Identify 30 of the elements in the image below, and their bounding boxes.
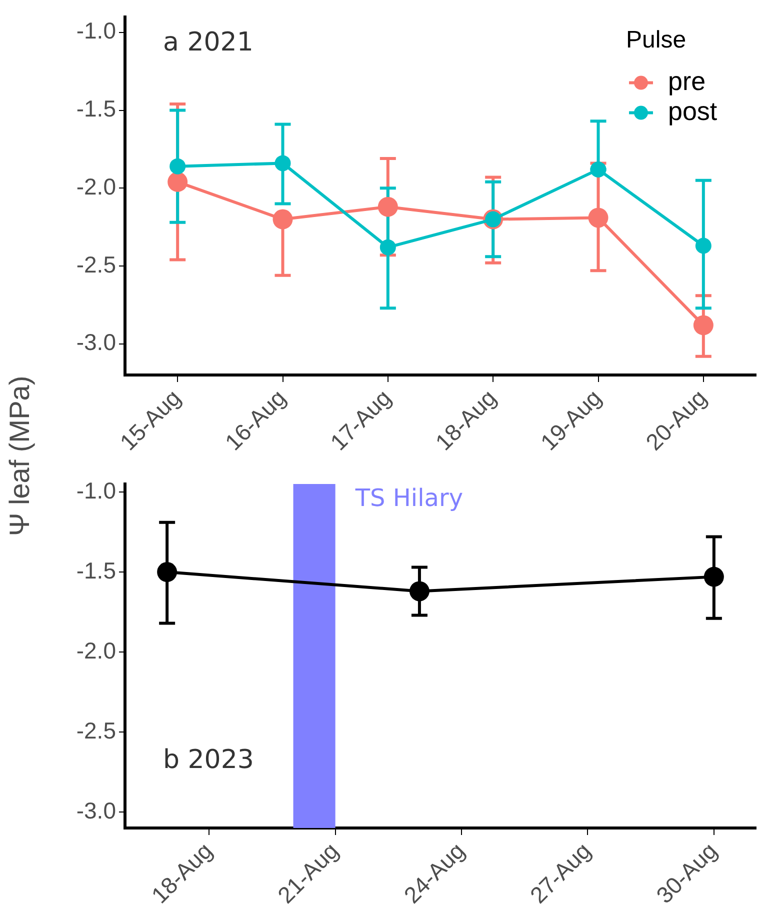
point: [272, 209, 293, 230]
y-tick-label: -2.0: [76, 173, 116, 200]
y-tick-label: -2.0: [76, 637, 116, 664]
legend-label: pre: [668, 66, 706, 96]
point: [274, 155, 291, 172]
y-tick-label: -3.0: [76, 329, 116, 356]
y-tick-label: -2.5: [76, 251, 116, 278]
y-tick-label: -1.5: [76, 557, 116, 584]
y-tick-label: -1.5: [76, 96, 116, 122]
annotation: a 2021: [163, 28, 254, 58]
legend-title: Pulse: [626, 26, 686, 54]
point: [168, 172, 188, 192]
point: [409, 581, 430, 602]
point: [588, 208, 608, 228]
point: [695, 238, 712, 254]
y-axis-title: Ψ leaf (MPa): [4, 374, 36, 538]
point: [378, 196, 398, 217]
legend-label: post: [668, 96, 718, 126]
y-tick-label: -3.0: [76, 797, 116, 824]
point: [693, 315, 714, 336]
band-label: TS Hilary: [354, 484, 464, 512]
y-tick-label: -1.0: [76, 477, 116, 504]
point: [590, 161, 606, 178]
point: [380, 239, 396, 256]
point: [170, 158, 186, 174]
y-tick-label: -2.5: [76, 717, 116, 744]
point: [157, 562, 178, 582]
annotation: b 2023: [163, 744, 254, 775]
y-tick-label: -1.0: [76, 18, 116, 44]
point: [704, 566, 724, 587]
